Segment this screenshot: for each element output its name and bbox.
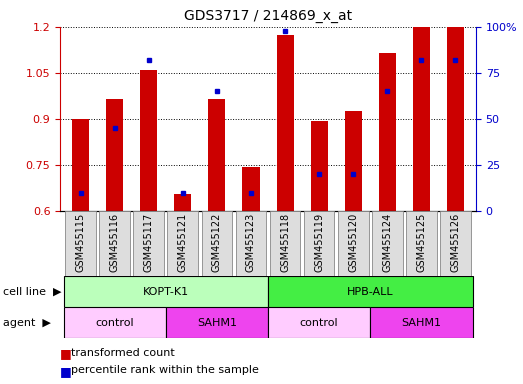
Text: ■: ■ <box>60 348 72 361</box>
Bar <box>440 211 471 276</box>
Text: SAHM1: SAHM1 <box>197 318 237 328</box>
Bar <box>338 211 369 276</box>
Text: GSM455124: GSM455124 <box>382 213 392 272</box>
Text: KOPT-K1: KOPT-K1 <box>143 287 189 297</box>
Text: GSM455117: GSM455117 <box>144 213 154 272</box>
Bar <box>208 99 225 211</box>
Bar <box>270 211 300 276</box>
Text: transformed count: transformed count <box>71 348 174 358</box>
Text: agent  ▶: agent ▶ <box>3 318 51 328</box>
Bar <box>277 35 293 211</box>
Bar <box>140 70 157 211</box>
Bar <box>304 211 335 276</box>
Bar <box>372 211 403 276</box>
Bar <box>379 53 396 211</box>
Text: GSM455123: GSM455123 <box>246 213 256 272</box>
Bar <box>406 211 437 276</box>
Bar <box>106 99 123 211</box>
Text: GSM455126: GSM455126 <box>450 213 460 272</box>
Bar <box>413 27 430 211</box>
Bar <box>345 111 362 211</box>
Bar <box>201 211 232 276</box>
Bar <box>243 167 259 211</box>
Text: GSM455116: GSM455116 <box>110 213 120 272</box>
Text: HPB-ALL: HPB-ALL <box>347 287 394 297</box>
Bar <box>268 307 370 338</box>
Bar <box>166 307 268 338</box>
Bar <box>174 194 191 211</box>
Text: ■: ■ <box>60 365 72 378</box>
Bar <box>236 211 266 276</box>
Text: GSM455121: GSM455121 <box>178 213 188 272</box>
Bar <box>65 211 96 276</box>
Text: cell line  ▶: cell line ▶ <box>3 287 61 297</box>
Bar <box>64 276 268 307</box>
Text: GSM455118: GSM455118 <box>280 213 290 272</box>
Bar <box>133 211 164 276</box>
Text: GSM455115: GSM455115 <box>76 213 86 272</box>
Text: GSM455120: GSM455120 <box>348 213 358 272</box>
Bar <box>311 121 328 211</box>
Bar <box>370 307 472 338</box>
Text: GSM455125: GSM455125 <box>416 213 426 272</box>
Title: GDS3717 / 214869_x_at: GDS3717 / 214869_x_at <box>184 9 352 23</box>
Text: percentile rank within the sample: percentile rank within the sample <box>71 365 258 375</box>
Bar <box>99 211 130 276</box>
Bar <box>447 27 464 211</box>
Bar <box>64 307 166 338</box>
Text: control: control <box>95 318 134 328</box>
Text: GSM455122: GSM455122 <box>212 213 222 272</box>
Bar <box>72 119 89 211</box>
Text: GSM455119: GSM455119 <box>314 213 324 272</box>
Text: SAHM1: SAHM1 <box>401 318 441 328</box>
Text: control: control <box>300 318 338 328</box>
Bar <box>268 276 472 307</box>
Bar <box>167 211 198 276</box>
